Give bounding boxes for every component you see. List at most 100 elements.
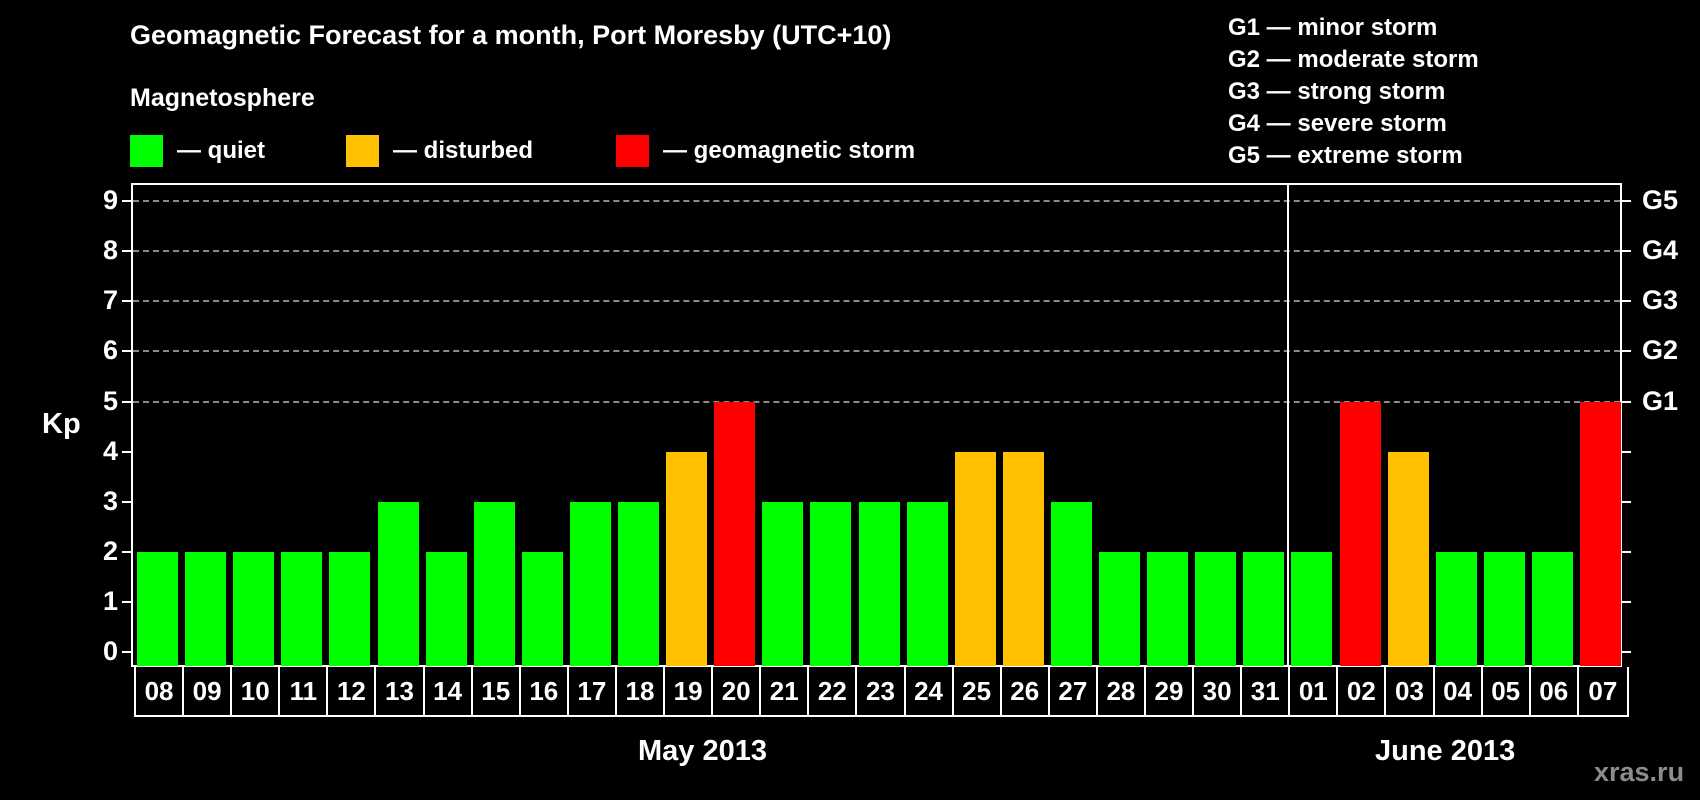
date-cell: 25 (954, 667, 1002, 715)
bar-18 (618, 501, 659, 666)
date-cell: 17 (569, 667, 617, 715)
y-tick-label: 7 (102, 285, 118, 316)
plot-area (131, 183, 1622, 667)
legend-label: — quiet (177, 137, 265, 164)
y-tick-label: 9 (102, 185, 118, 216)
bar-20 (714, 401, 756, 666)
date-cell: 27 (1050, 667, 1098, 715)
bar-27 (1050, 501, 1092, 666)
date-cell: 09 (184, 667, 233, 715)
bar-08 (137, 551, 178, 666)
date-cell: 22 (809, 667, 858, 715)
legend-quiet: — quiet (130, 135, 265, 167)
date-cell: 24 (906, 667, 954, 715)
right-tick-mark (1622, 500, 1631, 503)
date-cell: 02 (1338, 667, 1387, 715)
month-label-may: May 2013 (638, 735, 767, 767)
bar-15 (473, 501, 515, 666)
bar-02 (1339, 401, 1381, 666)
date-cell: 04 (1435, 667, 1483, 715)
date-cell: 18 (617, 667, 666, 715)
storm-scale-g4: G4 — severe storm (1228, 110, 1447, 137)
bar-19 (666, 451, 708, 666)
right-tick-mark (1622, 600, 1631, 603)
date-cell: 07 (1588, 675, 1618, 706)
bar-13 (377, 501, 419, 666)
date-cell: 28 (1098, 667, 1146, 715)
y-tick-mark (122, 300, 131, 303)
bar-24 (906, 501, 948, 666)
bar-11 (281, 551, 323, 666)
bar-09 (185, 551, 227, 666)
storm-level-label: G5 (1642, 185, 1679, 216)
legend-swatch-disturbed (346, 135, 379, 167)
bar-21 (762, 501, 804, 666)
date-cell: 05 (1483, 667, 1531, 715)
gridline (133, 200, 1620, 203)
y-tick-mark (122, 350, 131, 353)
right-tick-mark (1622, 400, 1631, 403)
storm-scale-g3: G3 — strong storm (1228, 78, 1446, 105)
date-cell: 13 (376, 667, 425, 715)
date-cell: 06 (1531, 667, 1579, 715)
date-cell: 10 (232, 667, 281, 715)
date-cell: 29 (1146, 667, 1195, 715)
bar-01 (1291, 551, 1333, 666)
storm-level-label: G1 (1642, 385, 1679, 416)
date-cell: 03 (1386, 667, 1435, 715)
legend-label: — geomagnetic storm (663, 137, 916, 164)
right-tick-mark (1622, 200, 1631, 203)
date-cell: 21 (761, 667, 810, 715)
legend-swatch-quiet (130, 135, 163, 167)
right-tick-mark (1622, 300, 1631, 303)
date-cell: 11 (280, 667, 329, 715)
storm-level-label: G2 (1642, 335, 1679, 366)
y-axis-label: Kp (42, 408, 81, 440)
right-tick-mark (1622, 550, 1631, 553)
storm-scale-g1: G1 — minor storm (1228, 14, 1438, 41)
right-tick-mark (1622, 651, 1631, 653)
date-axis: 08 09 10 11 12 13 14 15 16 17 18 19 20 21 22 23 24 25 26 27… (134, 667, 1630, 717)
y-tick-label: 5 (102, 385, 118, 416)
right-tick-mark (1622, 350, 1631, 353)
gridline (133, 300, 1620, 303)
storm-level-label: G4 (1642, 235, 1679, 266)
y-tick-mark (122, 400, 131, 403)
y-tick-mark (122, 450, 131, 453)
date-cell: 16 (521, 667, 569, 715)
watermark: xras.ru (1594, 757, 1685, 787)
section-label: Magnetosphere (130, 84, 315, 112)
legend-label: — disturbed (393, 137, 534, 164)
date-cell: 20 (713, 667, 762, 715)
bar-28 (1099, 551, 1140, 666)
date-cell: 26 (1002, 667, 1050, 715)
bar-03 (1387, 451, 1429, 666)
bar-06 (1531, 551, 1573, 666)
bar-30 (1195, 551, 1237, 666)
y-tick-label: 3 (102, 485, 118, 516)
month-divider (1287, 183, 1289, 667)
legend-swatch-storm (616, 135, 649, 167)
date-cell: 15 (473, 667, 521, 715)
y-tick-label: 1 (102, 585, 118, 616)
y-tick-label: 0 (102, 636, 118, 666)
bar-14 (425, 551, 467, 666)
date-cell: 30 (1194, 667, 1243, 715)
y-tick-mark (122, 600, 131, 603)
y-tick-label: 6 (102, 335, 118, 366)
y-tick-mark (122, 550, 131, 553)
bar-29 (1147, 551, 1189, 666)
date-cell: 12 (328, 667, 377, 715)
y-tick-mark (122, 200, 131, 203)
bar-31 (1243, 551, 1285, 666)
y-tick-mark (122, 500, 131, 503)
storm-scale-g2: G2 — moderate storm (1228, 46, 1479, 73)
chart-title: Geomagnetic Forecast for a month, Port M… (130, 20, 892, 50)
gridline (133, 350, 1620, 353)
bar-25 (954, 451, 996, 666)
bar-05 (1483, 551, 1525, 666)
bar-17 (569, 501, 611, 666)
month-label-june: June 2013 (1375, 735, 1516, 767)
storm-scale-g5: G5 — extreme storm (1228, 142, 1463, 169)
y-tick-label: 8 (102, 235, 118, 266)
